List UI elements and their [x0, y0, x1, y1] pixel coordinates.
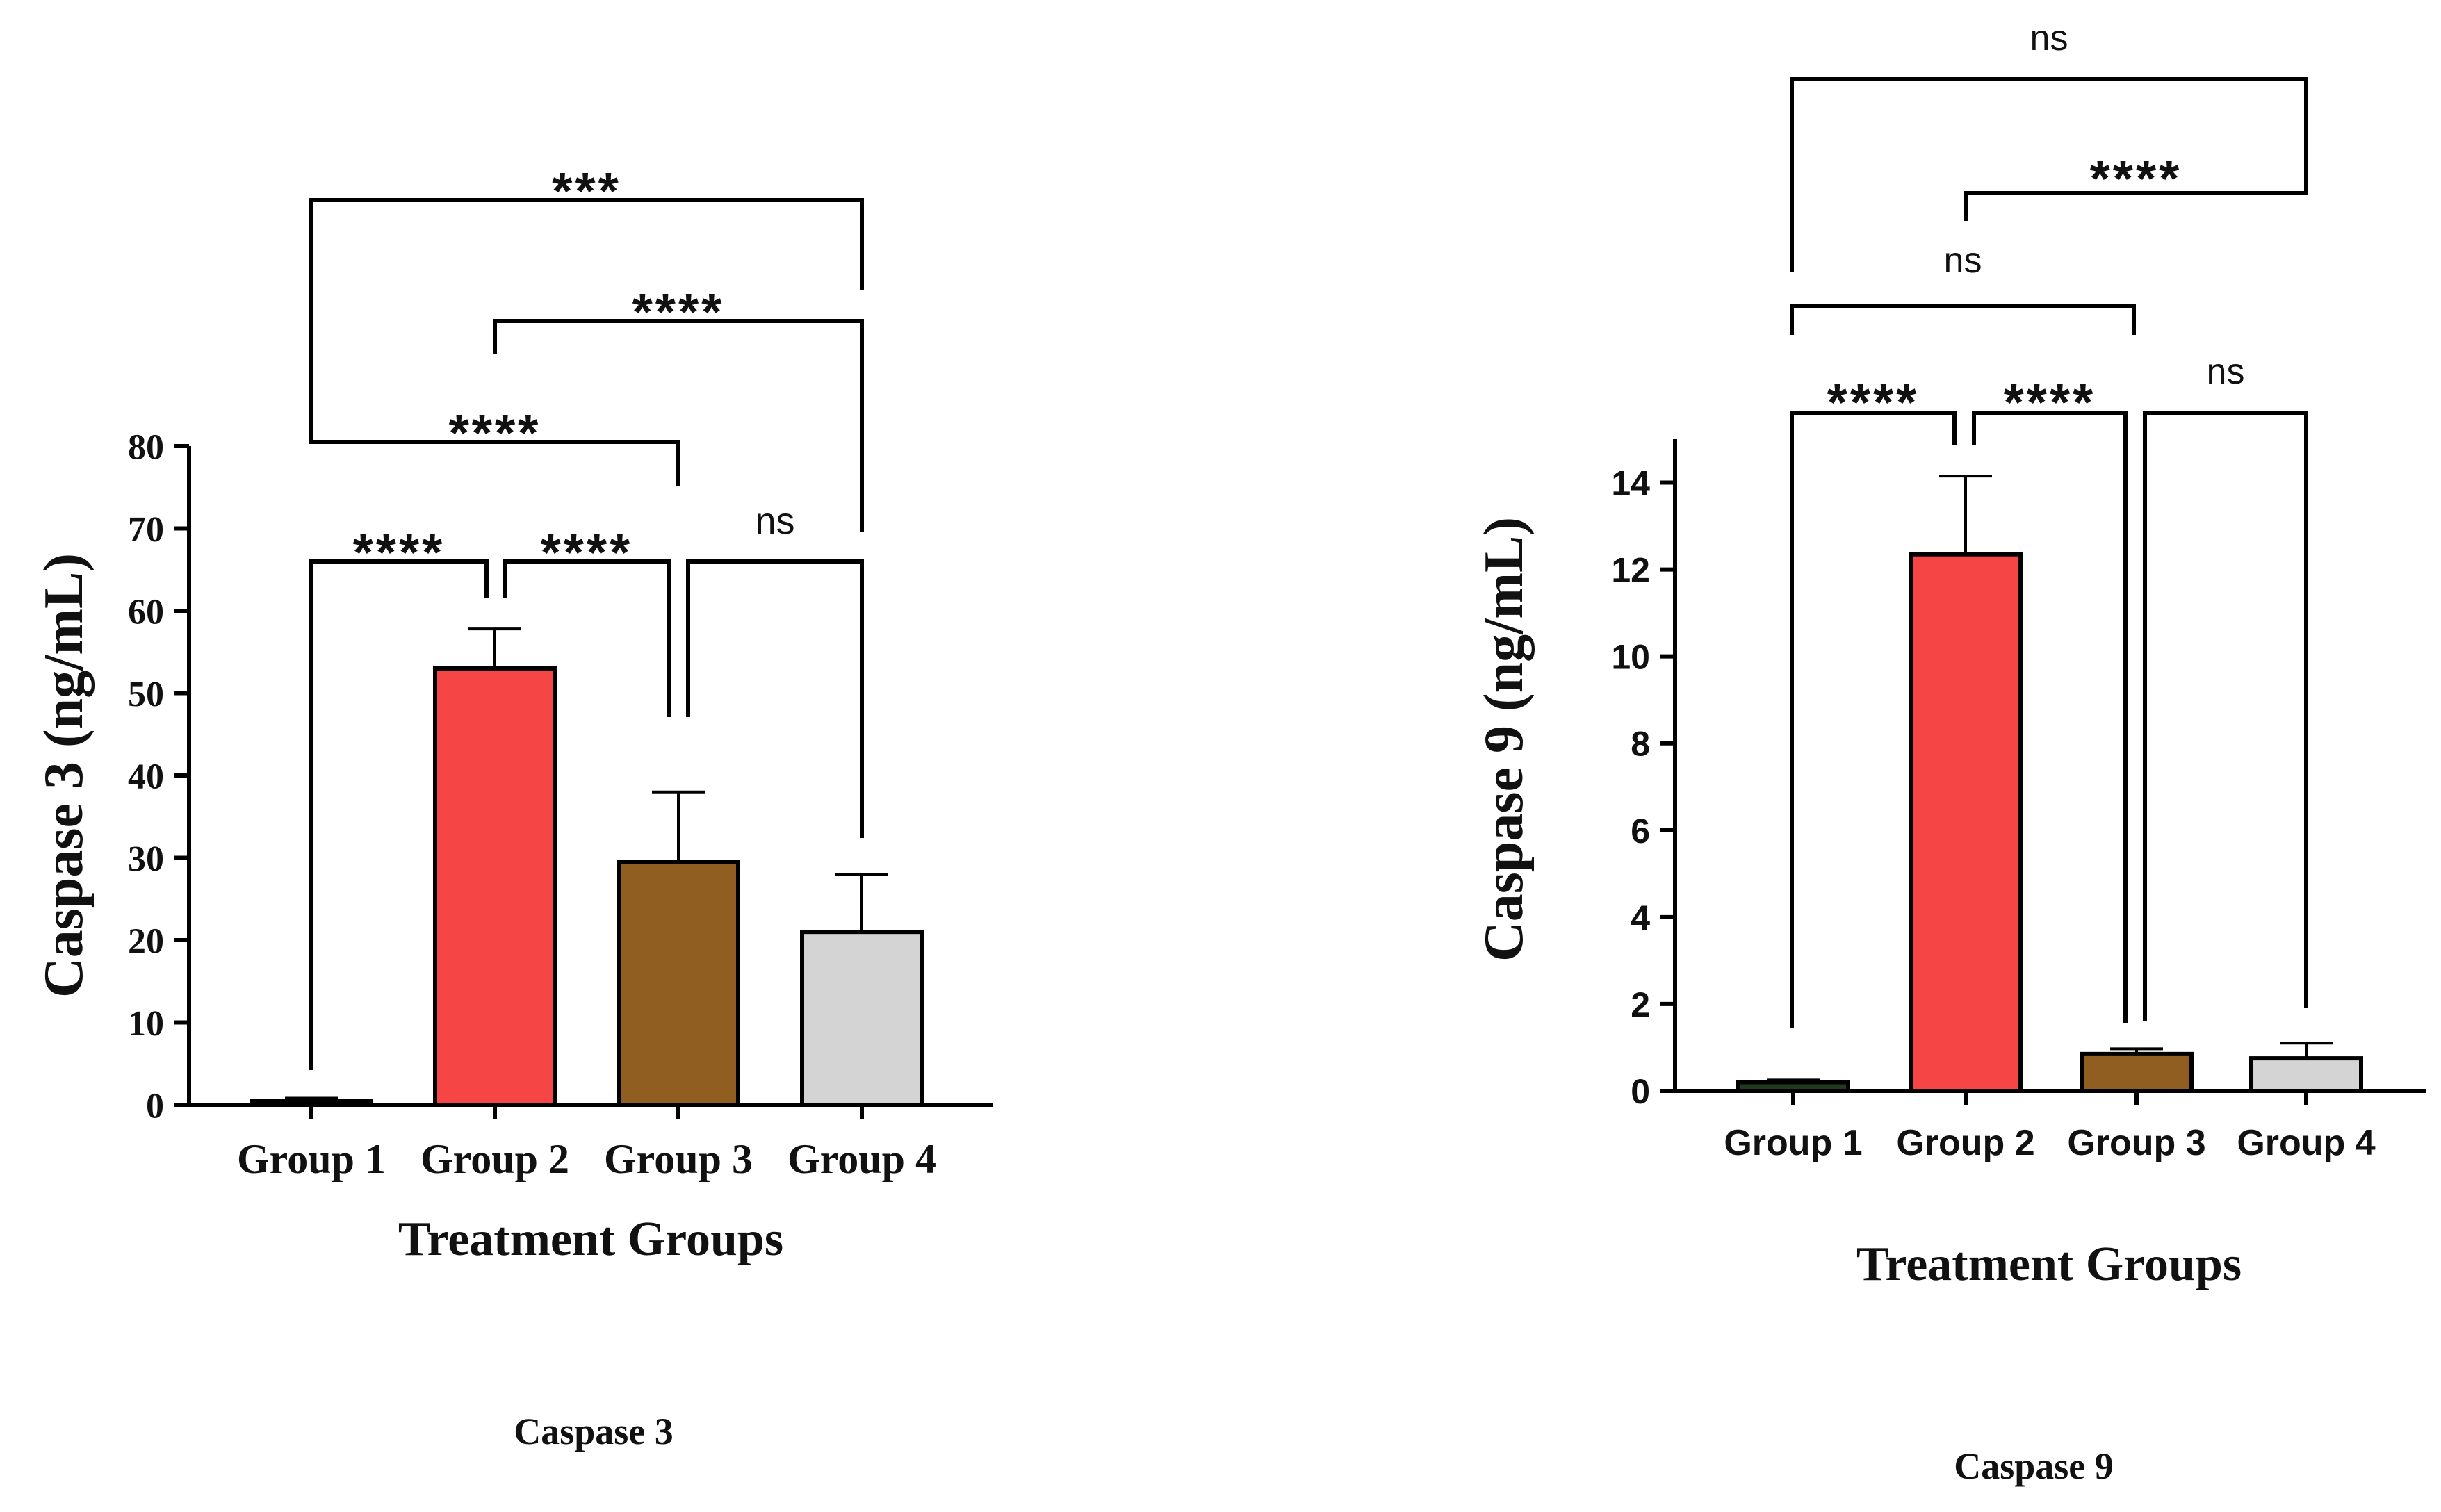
bar-group-2 — [433, 666, 557, 1107]
significance-label: ns — [2207, 352, 2245, 392]
x-axis-label: Treatment Groups — [1856, 1238, 2242, 1291]
significance-bracket — [503, 559, 671, 717]
y-tick-label: 30 — [128, 839, 164, 879]
bar-group-4 — [800, 930, 924, 1108]
significance-bracket — [309, 198, 864, 411]
significance-bracket — [1790, 304, 2136, 335]
x-tick-labels: Group 1 Group 2 Group 3 Group 4 — [1724, 1091, 2376, 1163]
significance-label: **** — [1827, 373, 1920, 432]
chart-title: Caspase 9 — [1954, 1445, 2114, 1487]
y-ticks: 0 10 20 30 40 50 60 70 80 — [128, 428, 189, 1126]
chart-title: Caspase 3 — [514, 1411, 673, 1452]
y-tick-label: 8 — [1631, 725, 1650, 764]
y-tick-label: 50 — [128, 675, 164, 714]
y-tick-label: 4 — [1631, 898, 1650, 937]
y-tick-label: 80 — [128, 428, 164, 468]
significance-bracket — [2143, 411, 2308, 1021]
x-tick-label: Group 3 — [2067, 1123, 2205, 1163]
significance-bracket — [1964, 160, 2308, 221]
x-tick-label: Group 4 — [787, 1136, 936, 1182]
y-tick-label: 0 — [146, 1087, 164, 1126]
bar-group-3 — [617, 860, 740, 1108]
y-ticks: 0 2 4 6 8 10 12 14 — [1611, 464, 1675, 1111]
bars — [1736, 475, 2363, 1094]
significance-bracket — [309, 411, 680, 486]
y-tick-label: 6 — [1631, 812, 1650, 850]
y-axis-label: Caspase 3 (ng/mL) — [33, 553, 95, 998]
bar-group-1 — [1736, 1080, 1850, 1093]
x-tick-label: Group 3 — [604, 1136, 753, 1182]
y-tick-label: 10 — [128, 1004, 164, 1044]
x-tick-label: Group 2 — [421, 1136, 569, 1182]
significance-brackets: **** ****ns*********** — [309, 162, 864, 1070]
bar-group-4 — [2249, 1056, 2363, 1093]
bar-group-1 — [250, 1099, 373, 1107]
significance-brackets: **** **** ns ns **** ns — [1790, 18, 2308, 1028]
significance-bracket — [1790, 411, 1957, 1028]
y-tick-label: 20 — [128, 922, 164, 962]
significance-label: **** — [541, 523, 633, 582]
bars — [250, 627, 924, 1108]
y-tick-label: 2 — [1631, 985, 1650, 1024]
significance-label: ns — [2030, 18, 2068, 58]
y-axis-label: Caspase 9 (ng/mL) — [1473, 517, 1535, 962]
significance-label: ns — [1944, 240, 1982, 281]
y-tick-label: 60 — [128, 593, 164, 632]
significance-label: **** — [632, 283, 725, 341]
x-axis-label: Treatment Groups — [398, 1213, 783, 1266]
y-tick-label: 12 — [1611, 551, 1650, 590]
bar-group-3 — [2080, 1051, 2194, 1094]
significance-label: **** — [353, 523, 446, 582]
y-tick-label: 70 — [128, 510, 164, 550]
significance-bracket — [1790, 77, 2308, 272]
significance-label: *** — [552, 162, 621, 220]
significance-label: **** — [2090, 149, 2182, 208]
significance-bracket — [493, 319, 864, 532]
y-tick-label: 40 — [128, 757, 164, 797]
x-tick-label: Group 2 — [1896, 1123, 2034, 1163]
x-tick-label: Group 4 — [2237, 1123, 2375, 1163]
significance-label: **** — [2004, 373, 2096, 432]
significance-label: ns — [755, 500, 794, 542]
significance-bracket — [1972, 411, 2128, 1023]
x-tick-label: Group 1 — [1724, 1123, 1862, 1163]
x-tick-labels: Group 1 Group 2 Group 3 Group 4 — [237, 1105, 936, 1182]
x-tick-label: Group 1 — [237, 1136, 386, 1182]
significance-bracket — [309, 559, 489, 1070]
y-tick-label: 14 — [1611, 464, 1650, 503]
significance-bracket — [686, 559, 864, 838]
y-tick-label: 0 — [1631, 1072, 1650, 1111]
bar-group-2 — [1909, 552, 2023, 1093]
significance-label: **** — [449, 404, 541, 462]
y-tick-label: 10 — [1611, 638, 1650, 677]
